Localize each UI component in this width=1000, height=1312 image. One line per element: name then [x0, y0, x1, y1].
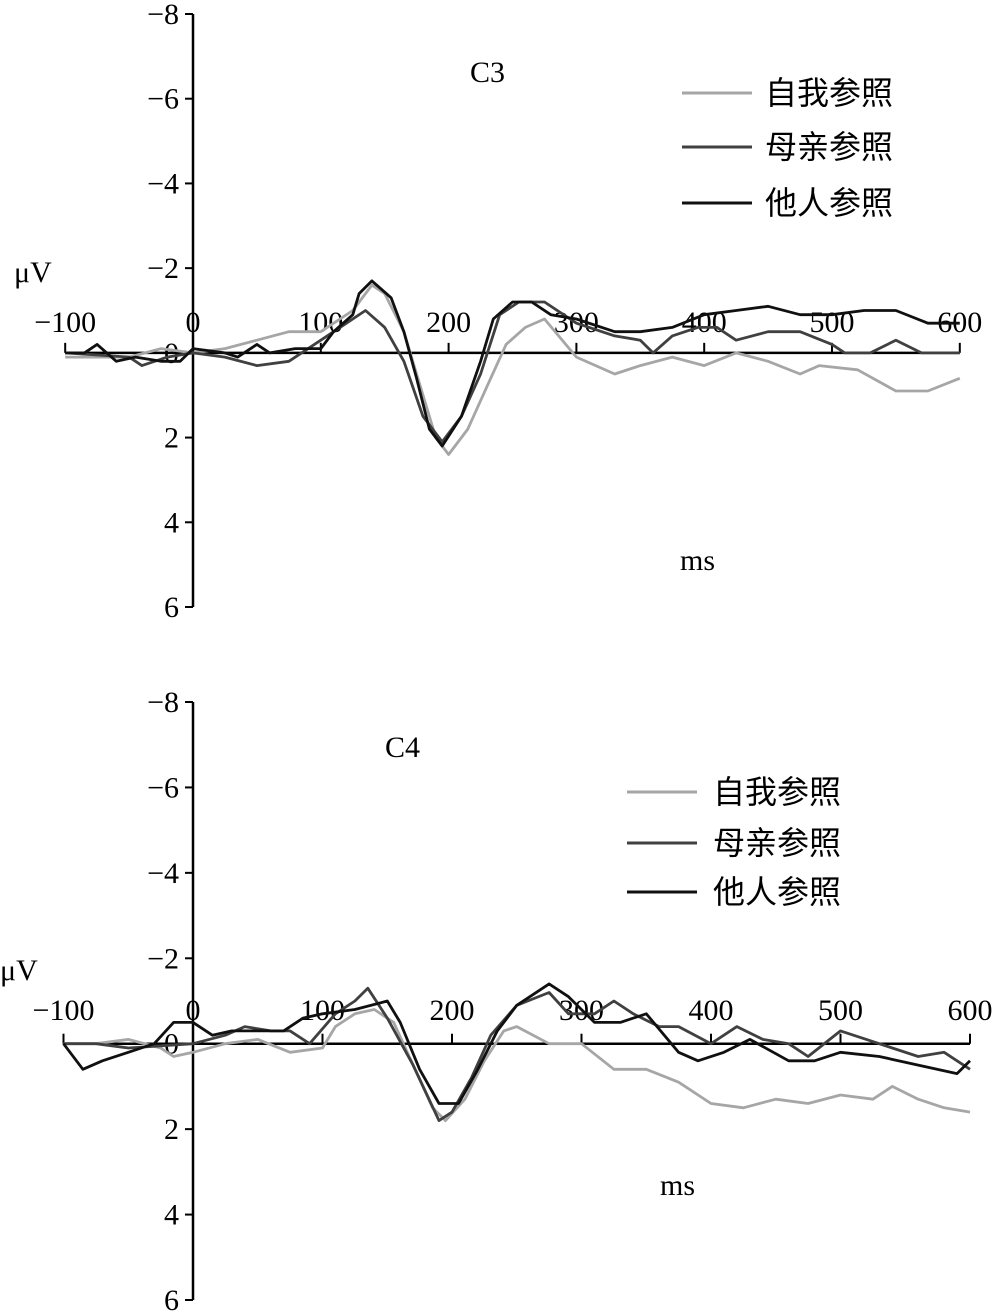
chart-title: C3	[470, 56, 505, 89]
legend-label: 母亲参照	[765, 129, 893, 165]
x-tick-label: 400	[689, 994, 734, 1027]
y-tick-label: 2	[164, 1113, 179, 1146]
y-tick-label: −8	[147, 686, 179, 719]
series-line-1	[65, 283, 961, 456]
legend-label: 自我参照	[765, 75, 893, 111]
x-tick-label: −100	[33, 994, 95, 1027]
x-tick-label: 500	[810, 306, 855, 339]
y-tick-label: 6	[164, 1284, 179, 1312]
y-tick-label: 4	[164, 506, 179, 539]
series-line-2	[65, 300, 960, 444]
y-tick-label: −4	[147, 167, 179, 200]
x-tick-label: 200	[430, 994, 475, 1027]
y-tick-label: 4	[164, 1199, 179, 1232]
x-tick-label: −100	[34, 306, 96, 339]
x-tick-label: 0	[186, 306, 201, 339]
legend-label: 母亲参照	[713, 825, 841, 861]
series-line-1	[63, 1008, 971, 1122]
y-tick-label: −2	[147, 252, 179, 285]
y-tick-label: 2	[164, 422, 179, 455]
x-axis-label: ms	[680, 544, 715, 577]
x-tick-label: 0	[186, 994, 201, 1027]
legend-label: 自我参照	[713, 774, 841, 810]
x-tick-label: 200	[426, 306, 471, 339]
y-tick-label: −8	[147, 0, 179, 31]
x-tick-label: 400	[682, 306, 727, 339]
chart-title: C4	[385, 731, 420, 764]
y-axis-label: μV	[14, 256, 52, 289]
y-tick-label: −6	[147, 771, 179, 804]
y-tick-label: −2	[147, 942, 179, 975]
y-tick-label: −6	[147, 83, 179, 116]
x-tick-label: 500	[818, 994, 863, 1027]
series-line-3	[62, 982, 971, 1105]
series-line-3	[65, 279, 960, 448]
y-axis-label: μV	[0, 954, 38, 987]
y-tick-label: −4	[147, 857, 179, 890]
legend-label: 他人参照	[713, 874, 841, 910]
x-tick-label: 600	[948, 994, 993, 1027]
y-tick-label: 6	[164, 591, 179, 624]
legend-label: 他人参照	[765, 185, 893, 221]
x-axis-label: ms	[660, 1169, 695, 1202]
